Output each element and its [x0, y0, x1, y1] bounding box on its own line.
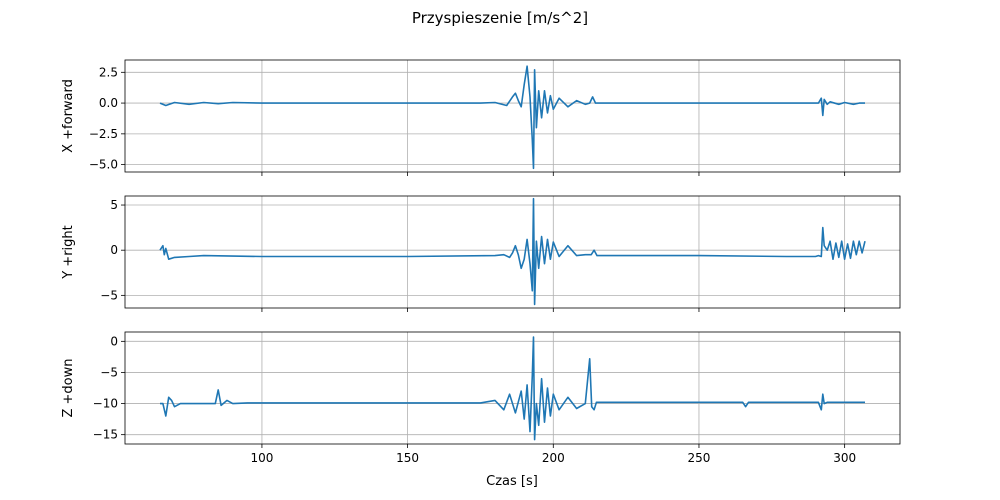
y-tick-label: −5	[100, 365, 118, 379]
y-tick-label: −15	[93, 428, 118, 442]
y-tick-label: −5.0	[89, 158, 118, 172]
y-tick-label: 2.5	[99, 65, 118, 79]
series-line	[159, 197, 866, 306]
x-tick-label: 300	[833, 451, 856, 465]
y-tick-label: −5	[100, 288, 118, 302]
subplot-3: 100 150 200 250 300 −15 −10 −5 0 Z +down	[61, 331, 901, 465]
axes-frame	[124, 331, 901, 445]
x-tick-label: 150	[396, 451, 419, 465]
y-axis-label: X +forward	[61, 79, 76, 153]
x-axis-label: Czas [s]	[486, 474, 538, 489]
x-tick-label: 100	[250, 451, 273, 465]
y-tick-label: 0.0	[99, 96, 118, 110]
y-tick-label: −2.5	[89, 127, 118, 141]
y-tick-label: −10	[93, 397, 118, 411]
y-tick-label: 0	[110, 334, 118, 348]
series-line	[160, 336, 865, 441]
subplot-2: −5 0 5 Y +right	[61, 195, 901, 312]
x-tick-label: 200	[542, 451, 565, 465]
axes-frame	[124, 59, 901, 173]
figure-title: Przyspieszenie [m/s^2]	[412, 9, 588, 27]
x-tick-label: 250	[688, 451, 711, 465]
y-tick-label: 5	[110, 198, 118, 212]
y-axis-label: Y +right	[61, 225, 76, 280]
axes-frame	[124, 195, 901, 309]
subplot-1: −5.0 −2.5 0.0 2.5 X +forward	[61, 59, 901, 176]
y-tick-label: 0	[110, 243, 118, 257]
series-line	[159, 65, 865, 170]
y-axis-label: Z +down	[61, 358, 76, 417]
